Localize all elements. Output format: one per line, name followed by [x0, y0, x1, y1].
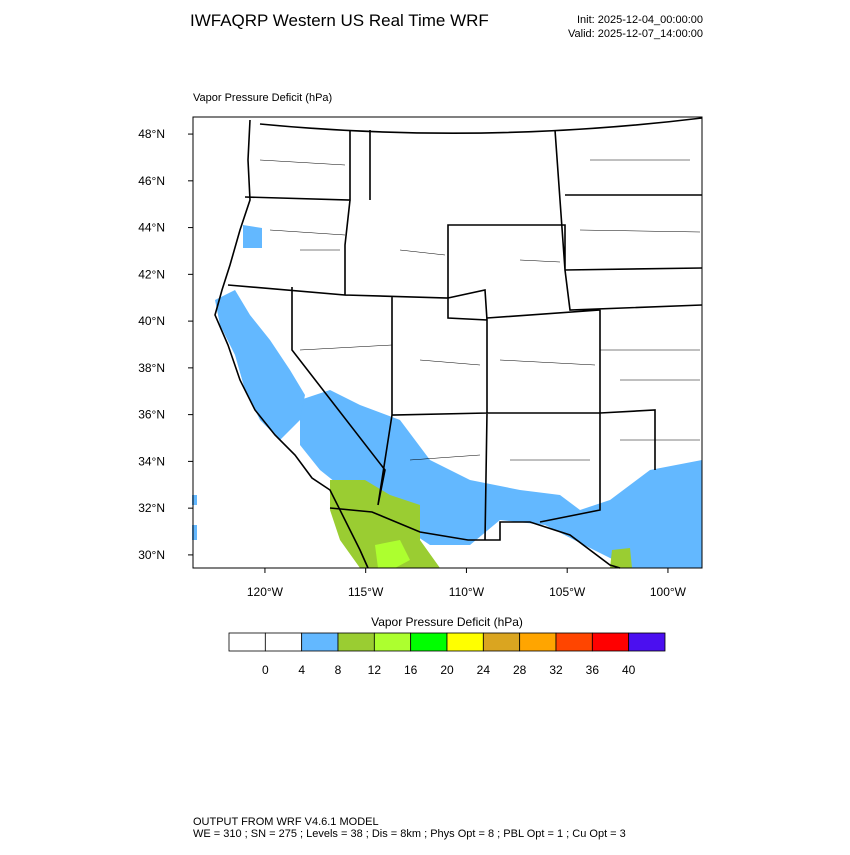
colorbar-box [337, 632, 375, 652]
colorbar-label: 4 [298, 663, 305, 677]
colorbar-label: 36 [586, 663, 600, 677]
colorbar-box [446, 632, 484, 652]
colorbar-title: Vapor Pressure Deficit (hPa) [371, 615, 523, 629]
y-tick-label: 44°N [138, 221, 165, 235]
title: IWFAQRP Western US Real Time WRF [190, 11, 489, 30]
x-tick-label: 115°W [348, 585, 384, 599]
colorbar-box [373, 632, 412, 652]
colorbar-box [301, 632, 339, 652]
y-tick-label: 42°N [138, 267, 165, 281]
colorbar-label: 40 [622, 663, 636, 677]
colorbar-label: 20 [440, 663, 454, 677]
init-time: Init: 2025-12-04_00:00:00 [577, 14, 703, 26]
y-tick-label: 40°N [138, 314, 165, 328]
map-frame [192, 116, 703, 569]
y-tick-label: 46°N [138, 174, 165, 188]
x-tick-label: 120°W [247, 585, 284, 599]
y-tick-label: 36°N [138, 408, 165, 422]
colorbar-label: 8 [335, 663, 342, 677]
vpd-field-8 [192, 225, 702, 568]
colorbar-label: 0 [262, 663, 269, 677]
vpd-field-16 [375, 540, 410, 568]
colorbar-box [591, 632, 630, 652]
x-tick-label: 110°W [449, 585, 485, 599]
field-label: Vapor Pressure Deficit (hPa) [193, 92, 332, 104]
footer-line-1: OUTPUT FROM WRF V4.6.1 MODEL [193, 816, 379, 828]
colorbar-box [555, 632, 593, 652]
y-tick-label: 30°N [138, 548, 165, 562]
y-tick-label: 38°N [138, 361, 165, 375]
canada-border [259, 117, 703, 134]
x-tick-label: 100°W [650, 585, 687, 599]
colorbar-label: 32 [549, 663, 563, 677]
county-borders [259, 159, 701, 461]
colorbar-label: 24 [477, 663, 491, 677]
colorbar-box [482, 632, 521, 652]
y-tick-label: 34°N [138, 454, 165, 468]
colorbar-box [228, 632, 266, 652]
colorbar-label: 28 [513, 663, 527, 677]
y-tick-label: 48°N [138, 127, 165, 141]
colorbar-box [519, 632, 557, 652]
state-borders [227, 129, 703, 541]
colorbar: 0 4 8 12 16 20 24 28 32 36 40 [228, 632, 666, 677]
map-axes: 120°W 115°W 110°W 105°W 100°W 30°N 32°N 34°N 36°… [138, 127, 687, 599]
map [192, 116, 703, 569]
y-tick-label: 32°N [138, 501, 165, 515]
colorbar-box [264, 632, 303, 652]
x-tick-label: 105°W [549, 585, 586, 599]
colorbar-label: 12 [368, 663, 382, 677]
coastline [214, 119, 369, 569]
colorbar-label: 16 [404, 663, 418, 677]
footer-line-2: WE = 310 ; SN = 275 ; Levels = 38 ; Dis … [193, 828, 626, 840]
valid-time: Valid: 2025-12-07_14:00:00 [568, 28, 703, 40]
colorbar-box [628, 632, 666, 652]
colorbar-box [410, 632, 448, 652]
mexico-border [329, 507, 621, 569]
